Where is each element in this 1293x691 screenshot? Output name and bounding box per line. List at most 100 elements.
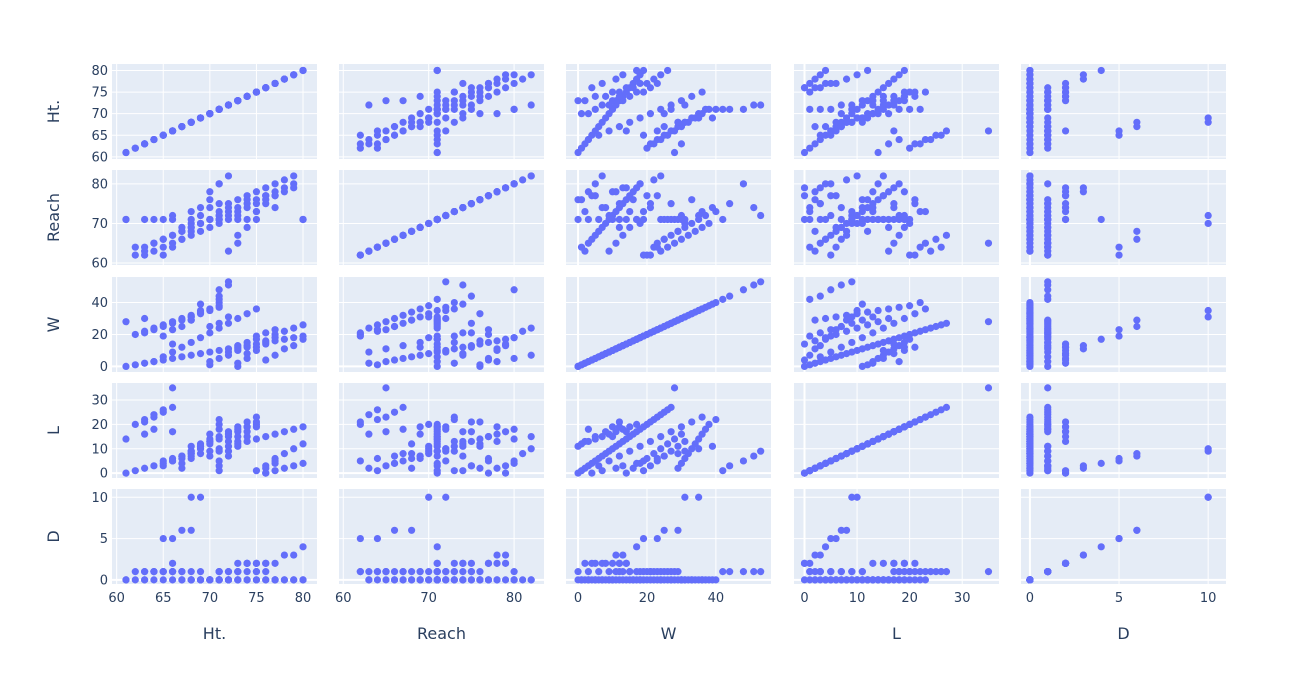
scatter-point bbox=[1026, 432, 1034, 441]
scatter-point bbox=[629, 196, 637, 204]
scatter-point bbox=[869, 188, 877, 196]
scatter-point bbox=[390, 322, 399, 331]
scatter-point bbox=[837, 215, 845, 224]
scatter-point bbox=[916, 568, 924, 576]
scatter-point bbox=[911, 251, 919, 259]
scatter-point bbox=[842, 227, 851, 235]
scatter-point bbox=[911, 92, 919, 100]
scatter-point bbox=[615, 559, 624, 567]
scatter-point bbox=[667, 105, 675, 113]
scatter-point bbox=[806, 144, 814, 152]
scatter-point bbox=[484, 192, 493, 200]
scatter-point bbox=[224, 430, 233, 438]
panel-w-vs-w bbox=[566, 277, 771, 372]
scatter-point bbox=[874, 105, 882, 113]
scatter-point bbox=[626, 92, 634, 100]
y-tick-label: 70 bbox=[91, 107, 108, 122]
scatter-point bbox=[874, 306, 882, 315]
scatter-point bbox=[433, 148, 441, 157]
scatter-point bbox=[927, 135, 935, 144]
scatter-point bbox=[390, 452, 399, 460]
scatter-point bbox=[827, 79, 835, 88]
scatter-point bbox=[1044, 200, 1052, 208]
scatter-point bbox=[827, 568, 835, 576]
scatter-point bbox=[811, 196, 819, 204]
scatter-point bbox=[1061, 423, 1070, 431]
scatter-point bbox=[633, 568, 641, 576]
scatter-point bbox=[168, 568, 177, 576]
scatter-point bbox=[224, 313, 233, 321]
scatter-point bbox=[131, 361, 139, 369]
scatter-point bbox=[858, 196, 866, 204]
scatter-point bbox=[806, 568, 814, 576]
scatter-point bbox=[906, 568, 914, 576]
scatter-point bbox=[757, 447, 765, 455]
scatter-point bbox=[1026, 88, 1034, 96]
scatter-point bbox=[215, 105, 223, 113]
scatter-point bbox=[252, 435, 261, 443]
scatter-point bbox=[837, 101, 845, 109]
scatter-point bbox=[863, 215, 872, 224]
scatter-point bbox=[842, 75, 851, 83]
scatter-point bbox=[510, 180, 518, 188]
scatter-point bbox=[408, 464, 416, 472]
y-axis-title: D bbox=[44, 530, 63, 542]
scatter-point bbox=[501, 559, 510, 567]
scatter-point bbox=[356, 534, 364, 543]
scatter-point bbox=[206, 204, 214, 212]
scatter-point bbox=[598, 172, 606, 180]
scatter-point bbox=[476, 418, 484, 426]
x-axis-title: D bbox=[1117, 624, 1129, 643]
scatter-point bbox=[262, 462, 270, 470]
scatter-point bbox=[646, 437, 655, 446]
scatter-point bbox=[584, 576, 592, 584]
scatter-point bbox=[698, 88, 706, 96]
scatter-point bbox=[168, 454, 177, 463]
scatter-point bbox=[874, 148, 882, 157]
scatter-point bbox=[484, 338, 493, 347]
scatter-point bbox=[821, 576, 830, 584]
scatter-point bbox=[921, 568, 930, 576]
scatter-point bbox=[510, 425, 518, 433]
scatter-point bbox=[215, 568, 223, 576]
scatter-point bbox=[290, 445, 298, 453]
scatter-point bbox=[633, 420, 641, 429]
scatter-point bbox=[484, 559, 493, 567]
scatter-point bbox=[837, 322, 845, 331]
scatter-point bbox=[1026, 346, 1034, 355]
scatter-point bbox=[832, 243, 840, 251]
scatter-point bbox=[459, 576, 467, 584]
y-tick-label: 75 bbox=[91, 86, 108, 101]
x-tick-label: 60 bbox=[335, 591, 352, 606]
scatter-point bbox=[848, 118, 856, 126]
scatter-point bbox=[885, 140, 893, 148]
scatter-point bbox=[885, 101, 893, 109]
scatter-point bbox=[879, 215, 887, 224]
scatter-point bbox=[584, 135, 592, 144]
scatter-point bbox=[832, 79, 840, 88]
scatter-point bbox=[484, 92, 493, 100]
y-tick-label: 80 bbox=[91, 64, 108, 79]
scatter-point bbox=[476, 576, 484, 584]
scatter-point bbox=[459, 428, 467, 436]
scatter-point bbox=[879, 192, 887, 200]
scatter-point bbox=[885, 223, 893, 231]
scatter-point bbox=[581, 247, 589, 255]
scatter-point bbox=[215, 180, 223, 188]
scatter-point bbox=[493, 551, 501, 559]
scatter-point bbox=[243, 196, 251, 204]
scatter-point bbox=[459, 300, 467, 308]
scatter-point bbox=[1044, 329, 1052, 337]
scatter-point bbox=[581, 559, 589, 567]
scatter-point bbox=[639, 207, 648, 216]
scatter-point bbox=[215, 292, 223, 300]
scatter-point bbox=[1079, 342, 1087, 350]
scatter-point bbox=[612, 75, 620, 83]
scatter-point bbox=[667, 428, 675, 436]
scatter-point bbox=[827, 251, 835, 259]
scatter-point bbox=[848, 278, 856, 286]
scatter-point bbox=[527, 351, 535, 359]
scatter-point bbox=[476, 361, 484, 369]
scatter-point bbox=[1061, 79, 1070, 88]
scatter-point bbox=[408, 118, 416, 126]
